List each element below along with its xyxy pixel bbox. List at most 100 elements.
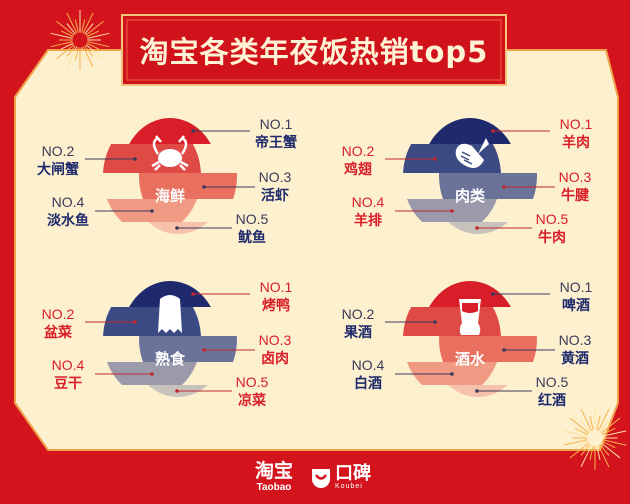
leader-dot xyxy=(133,157,137,161)
firework-top-left xyxy=(50,10,110,70)
koubei-logo-en: Koubei xyxy=(335,483,363,490)
leader-dot xyxy=(475,226,479,230)
taobao-logo-cn: 淘宝 xyxy=(255,460,294,482)
koubei-smile-icon xyxy=(312,468,331,488)
taobao-logo-en: Taobao xyxy=(256,482,292,493)
rank-item: NO.4 豆干 xyxy=(33,358,103,391)
rank-number: NO.4 xyxy=(351,194,385,210)
leader-dot xyxy=(491,129,495,133)
rank-number: NO.1 xyxy=(259,116,293,132)
item-name: 白酒 xyxy=(354,376,382,392)
leader-dot xyxy=(450,372,454,376)
rank-item: NO.3 黄酒 xyxy=(540,333,610,366)
item-name: 帝王蟹 xyxy=(255,135,297,151)
leader-dot xyxy=(150,209,154,213)
rank-number: NO.5 xyxy=(535,211,569,227)
category-label: 海鲜 xyxy=(154,187,185,205)
rank-number: NO.1 xyxy=(559,116,593,132)
leader-dot xyxy=(502,348,506,352)
item-name: 鱿鱼 xyxy=(238,230,266,246)
item-name: 黄酒 xyxy=(561,351,589,367)
page-title: 淘宝各类年夜饭热销top5 xyxy=(139,35,489,69)
rank-item: NO.2 鸡翅 xyxy=(323,144,393,177)
item-name: 鸡翅 xyxy=(344,162,372,178)
rank-item: NO.2 盆菜 xyxy=(23,307,93,340)
rank-item: NO.1 啤酒 xyxy=(541,280,611,313)
leader-dot xyxy=(450,209,454,213)
rank-band-3 xyxy=(439,173,537,199)
item-name: 烤鸭 xyxy=(262,298,290,314)
rank-item: NO.1 帝王蟹 xyxy=(241,117,311,150)
rank-item: NO.3 卤肉 xyxy=(240,333,310,366)
leader-dot xyxy=(502,185,506,189)
rank-number: NO.5 xyxy=(235,211,269,227)
leader-dot xyxy=(475,389,479,393)
rank-number: NO.4 xyxy=(51,357,85,373)
leader-dot xyxy=(175,226,179,230)
rank-item: NO.4 白酒 xyxy=(333,358,403,391)
rank-item: NO.3 牛腱 xyxy=(540,170,610,203)
item-name: 羊排 xyxy=(354,213,382,229)
item-name: 红酒 xyxy=(538,393,566,409)
leader-dot xyxy=(191,292,195,296)
leader-dot xyxy=(202,348,206,352)
rank-number: NO.3 xyxy=(558,332,592,348)
rank-number: NO.2 xyxy=(41,306,75,322)
category-label: 肉类 xyxy=(454,187,485,205)
title-banner xyxy=(121,14,507,86)
rank-band-3 xyxy=(439,336,537,362)
footer-logos: 淘宝 Taobao 口碑 Koubei xyxy=(255,462,371,493)
rank-band-3 xyxy=(139,173,237,199)
leader-dot xyxy=(150,372,154,376)
category-label: 熟食 xyxy=(154,350,185,368)
roast-duck-icon xyxy=(158,295,182,333)
item-name: 啤酒 xyxy=(562,298,590,314)
item-name: 牛腱 xyxy=(561,188,589,204)
taobao-logo: 淘宝 Taobao xyxy=(255,462,293,493)
title-banner-inner-border xyxy=(126,19,502,81)
item-name: 卤肉 xyxy=(261,351,289,367)
item-name: 豆干 xyxy=(54,376,82,392)
rank-item: NO.5 鱿鱼 xyxy=(217,212,287,245)
rank-number: NO.4 xyxy=(351,357,385,373)
rank-item: NO.3 活虾 xyxy=(240,170,310,203)
koubei-logo: 口碑 Koubei xyxy=(311,465,371,490)
rank-item: NO.5 红酒 xyxy=(517,375,587,408)
leader-dot xyxy=(133,320,137,324)
rank-item: NO.2 果酒 xyxy=(323,307,393,340)
item-name: 盆菜 xyxy=(44,325,72,341)
item-name: 凉菜 xyxy=(238,393,266,409)
drumstick-icon xyxy=(455,138,489,168)
rank-number: NO.2 xyxy=(341,143,375,159)
rank-item: NO.5 牛肉 xyxy=(517,212,587,245)
leader-dot xyxy=(491,292,495,296)
rank-number: NO.2 xyxy=(41,143,75,159)
rank-number: NO.2 xyxy=(341,306,375,322)
rank-item: NO.5 凉菜 xyxy=(217,375,287,408)
item-name: 大闸蟹 xyxy=(37,162,79,178)
rank-number: NO.1 xyxy=(559,279,593,295)
rank-number: NO.4 xyxy=(51,194,85,210)
rank-band-3 xyxy=(139,336,237,362)
rank-number: NO.3 xyxy=(258,332,292,348)
item-name: 淡水鱼 xyxy=(47,213,89,229)
item-name: 活虾 xyxy=(261,188,289,204)
item-name: 牛肉 xyxy=(538,230,566,246)
rank-number: NO.5 xyxy=(535,374,569,390)
leader-dot xyxy=(433,157,437,161)
category-label: 酒水 xyxy=(454,350,485,368)
rank-item: NO.4 淡水鱼 xyxy=(33,195,103,228)
rank-number: NO.5 xyxy=(235,374,269,390)
leader-dot xyxy=(191,129,195,133)
rank-item: NO.1 羊肉 xyxy=(541,117,611,150)
leader-dot xyxy=(175,389,179,393)
item-name: 果酒 xyxy=(344,325,372,341)
beer-glass-icon xyxy=(459,299,481,335)
rank-item: NO.1 烤鸭 xyxy=(241,280,311,313)
rank-number: NO.3 xyxy=(258,169,292,185)
rank-number: NO.3 xyxy=(558,169,592,185)
leader-dot xyxy=(202,185,206,189)
rank-item: NO.4 羊排 xyxy=(333,195,403,228)
crab-icon xyxy=(151,135,189,171)
